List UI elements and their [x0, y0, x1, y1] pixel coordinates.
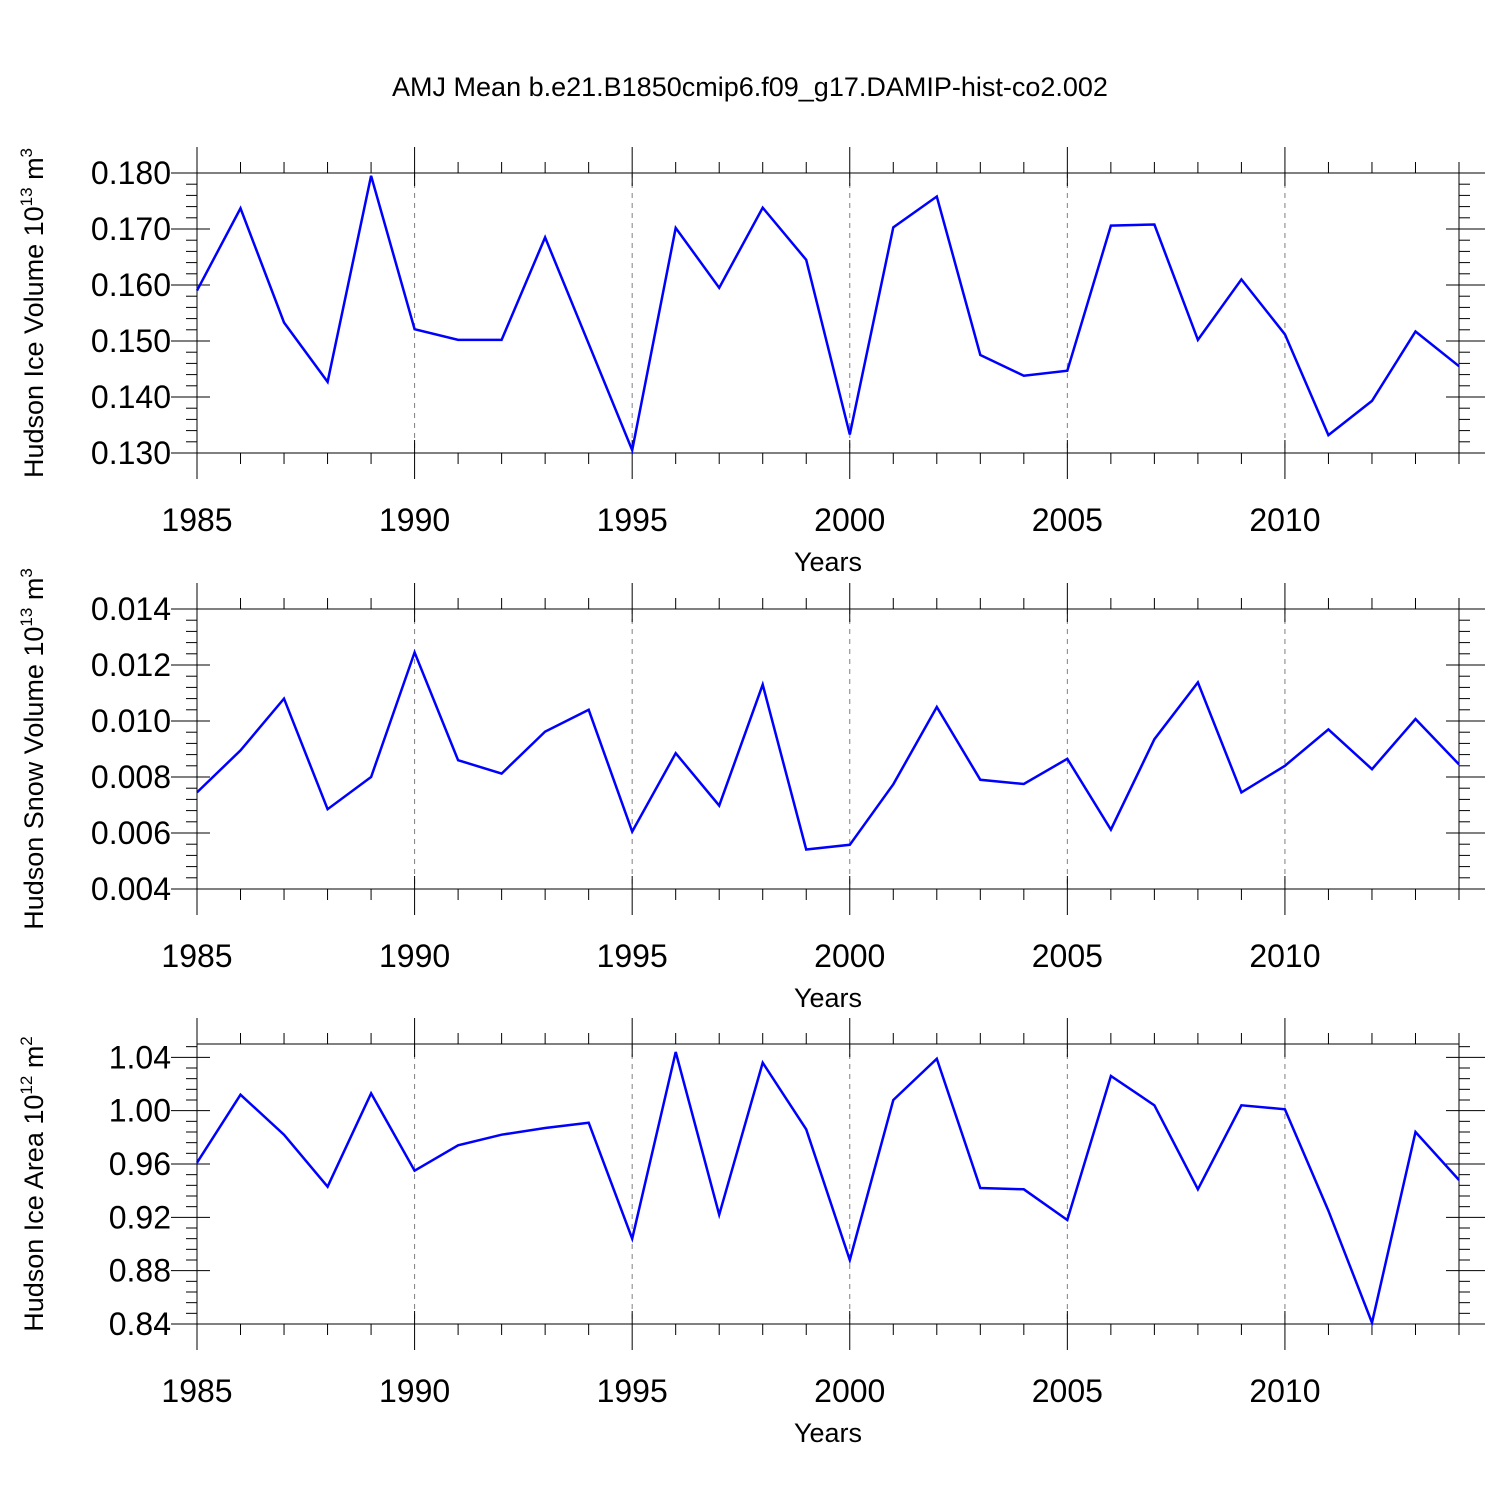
y-tick-label: 0.170 [91, 211, 171, 247]
y-tick-label: 0.006 [91, 815, 171, 851]
y-tick-label: 1.04 [109, 1039, 171, 1075]
y-tick-label: 0.014 [91, 591, 171, 627]
chart-panel-2: 1985 1990 1995 2000 2005 2010 0.004 0.006 0.008 0… [17, 568, 1485, 1013]
x-tick-label: 1995 [597, 502, 668, 538]
chart-panel-1: 1985 1990 1995 2000 2005 2010 0.130 0.140 0.150 0… [17, 147, 1485, 577]
x-tick-label: 1985 [161, 1373, 232, 1409]
y-tick-label: 0.160 [91, 267, 171, 303]
x-axis-label: Years [794, 547, 862, 577]
series-line [196, 648, 1460, 851]
x-tick-label: 1990 [379, 1373, 450, 1409]
x-tick-label: 2010 [1249, 502, 1320, 538]
x-tick-label: 1990 [379, 938, 450, 974]
y-tick-label: 0.004 [91, 871, 171, 907]
x-tick-label: 2005 [1032, 502, 1103, 538]
y-tick-label: 0.96 [109, 1146, 171, 1182]
y-tick-label: 0.150 [91, 323, 171, 359]
page-title: AMJ Mean b.e21.B1850cmip6.f09_g17.DAMIP-… [392, 72, 1108, 102]
plot-frame [196, 1043, 1460, 1325]
y-tick-label: 0.88 [109, 1253, 171, 1289]
y-tick-label: 0.92 [109, 1199, 171, 1235]
x-tick-label: 1985 [161, 938, 232, 974]
x-tick-label: 1990 [379, 502, 450, 538]
series-line [195, 1051, 1460, 1327]
x-tick-label: 2000 [814, 938, 885, 974]
x-tick-label: 2010 [1249, 1373, 1320, 1409]
x-tick-label: 2005 [1032, 1373, 1103, 1409]
series-line [195, 175, 1460, 455]
y-tick-label: 1.00 [109, 1093, 171, 1129]
y-tick-label: 0.84 [109, 1306, 171, 1342]
x-tick-label: 2005 [1032, 938, 1103, 974]
y-tick-label: 0.140 [91, 379, 171, 415]
x-tick-label: 2000 [814, 502, 885, 538]
y-tick-label: 0.012 [91, 647, 171, 683]
y-axis-label: Hudson Snow Volume 1013 m3 [17, 568, 49, 930]
x-tick-label: 2010 [1249, 938, 1320, 974]
x-axis-label: Years [794, 983, 862, 1013]
plot-frame [196, 608, 1460, 890]
y-tick-label: 0.010 [91, 703, 171, 739]
x-tick-label: 1995 [597, 938, 668, 974]
y-tick-label: 0.008 [91, 759, 171, 795]
x-tick-label: 1985 [161, 502, 232, 538]
chart-panel-3: 1985 1990 1995 2000 2005 2010 0.84 0.88 0.92 0.96… [17, 1018, 1485, 1448]
x-tick-label: 2000 [814, 1373, 885, 1409]
y-tick-label: 0.180 [91, 155, 171, 191]
y-axis-label: Hudson Ice Volume 1013 m3 [17, 148, 49, 478]
x-tick-label: 1995 [597, 1373, 668, 1409]
plot-frame [196, 172, 1460, 454]
y-tick-label: 0.130 [91, 435, 171, 471]
x-axis-label: Years [794, 1418, 862, 1448]
y-axis-label: Hudson Ice Area 1012 m2 [17, 1036, 49, 1332]
